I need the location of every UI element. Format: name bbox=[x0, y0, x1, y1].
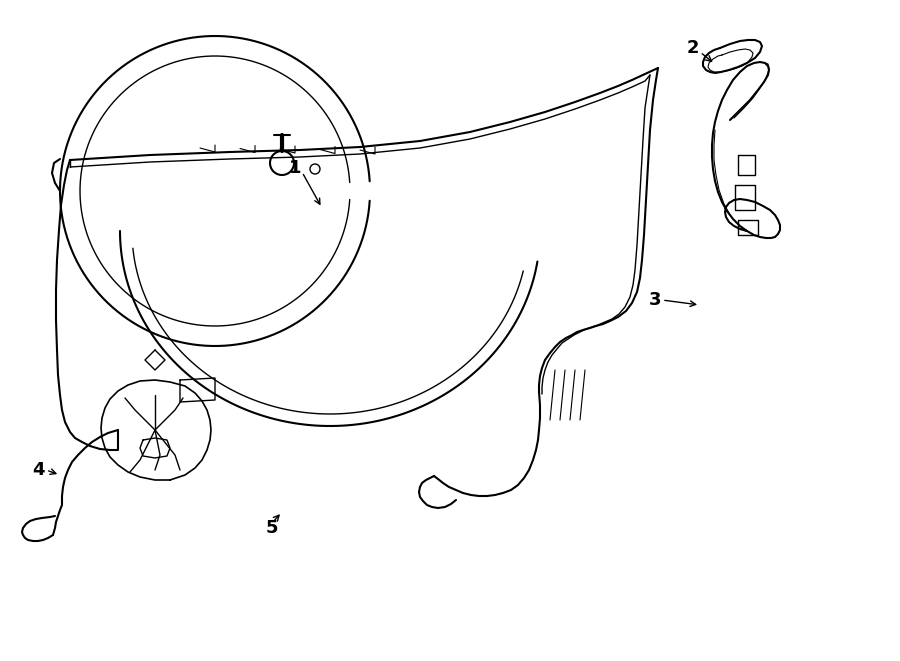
Text: 2: 2 bbox=[687, 39, 699, 57]
Text: 5: 5 bbox=[266, 519, 278, 537]
Text: 1: 1 bbox=[289, 159, 302, 177]
Text: 4: 4 bbox=[32, 461, 44, 479]
Text: 3: 3 bbox=[649, 291, 662, 309]
